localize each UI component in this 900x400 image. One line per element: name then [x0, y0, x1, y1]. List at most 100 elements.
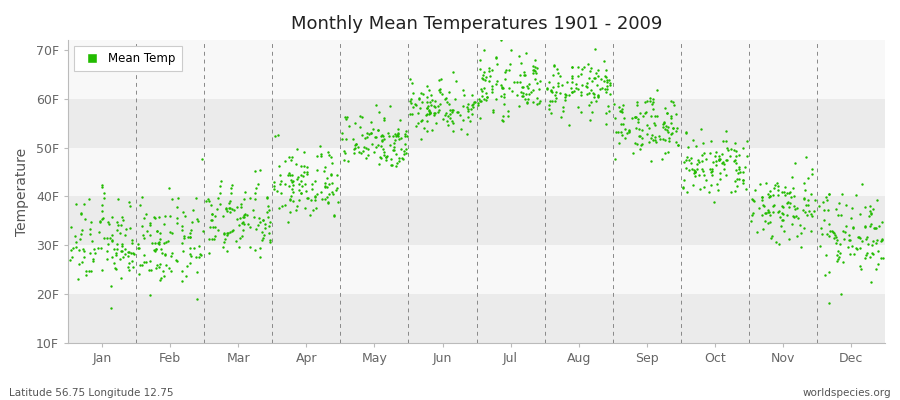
Point	[546, 72, 561, 78]
Point	[495, 84, 509, 90]
Point	[591, 94, 606, 100]
Point	[398, 130, 412, 137]
Point	[282, 154, 296, 160]
Point	[389, 133, 403, 140]
Point	[116, 254, 130, 260]
Point	[376, 136, 391, 142]
Point	[243, 244, 257, 250]
Point	[256, 216, 271, 223]
Point	[422, 108, 436, 114]
Point	[614, 108, 628, 114]
Point	[68, 244, 83, 250]
Point	[625, 114, 639, 121]
Point	[724, 188, 738, 195]
Point	[114, 248, 129, 254]
Point	[875, 219, 889, 226]
Point	[374, 155, 389, 161]
Point	[74, 210, 88, 216]
Point	[832, 200, 846, 206]
Point	[241, 221, 256, 227]
Point	[149, 262, 164, 268]
Point	[521, 96, 535, 103]
Point	[175, 268, 189, 274]
Point	[112, 196, 126, 202]
Point	[93, 229, 107, 236]
Point	[110, 227, 124, 234]
Point	[831, 248, 845, 254]
Point	[72, 261, 86, 267]
Point	[428, 103, 442, 109]
Point	[598, 89, 613, 95]
Point	[526, 66, 541, 73]
Point	[585, 109, 599, 115]
Point	[414, 118, 428, 125]
Point	[703, 166, 717, 172]
Point	[614, 129, 628, 135]
Point	[305, 186, 320, 192]
Point	[609, 129, 624, 136]
Point	[422, 109, 436, 116]
Point	[193, 243, 207, 250]
Point	[215, 213, 230, 219]
Point	[658, 105, 672, 111]
Point	[664, 130, 679, 137]
Point	[647, 113, 662, 120]
Point	[428, 110, 442, 116]
Point	[141, 267, 156, 274]
Point	[516, 90, 530, 96]
Point	[286, 188, 301, 195]
Point	[574, 108, 589, 115]
Point	[801, 197, 815, 203]
Point	[278, 202, 293, 208]
Point	[687, 170, 701, 176]
Point	[530, 80, 544, 86]
Point	[712, 157, 726, 163]
Point	[431, 109, 446, 116]
Point	[501, 84, 516, 91]
Point	[485, 109, 500, 116]
Point	[836, 259, 850, 266]
Point	[645, 106, 660, 112]
Point	[207, 236, 221, 242]
Point	[227, 207, 241, 214]
Point	[526, 98, 541, 105]
Point	[130, 240, 145, 247]
Point	[645, 132, 660, 138]
Point	[715, 150, 729, 157]
Point	[475, 76, 490, 83]
Point	[830, 257, 844, 264]
Point	[832, 254, 847, 260]
Point	[315, 196, 329, 202]
Point	[728, 157, 742, 163]
Point	[634, 142, 648, 148]
Point	[800, 212, 814, 218]
Point	[489, 55, 503, 62]
Point	[658, 125, 672, 132]
Point	[862, 207, 877, 214]
Point	[96, 190, 111, 196]
Point	[858, 223, 872, 230]
Point	[248, 168, 263, 174]
Point	[831, 256, 845, 263]
Point	[645, 137, 660, 143]
Point	[863, 221, 878, 227]
Point	[184, 226, 198, 233]
Point	[583, 65, 598, 72]
Point	[507, 79, 521, 86]
Point	[787, 193, 801, 199]
Point	[210, 206, 224, 212]
Point	[839, 222, 853, 229]
Point	[622, 128, 636, 134]
Point	[140, 228, 154, 234]
Point	[664, 114, 679, 121]
Point	[114, 274, 129, 281]
Point	[758, 210, 772, 216]
Point	[705, 166, 719, 172]
Point	[805, 228, 819, 234]
Point	[512, 52, 526, 59]
Point	[415, 116, 429, 123]
Point	[461, 106, 475, 112]
Point	[628, 140, 643, 146]
Point	[643, 95, 657, 102]
Point	[205, 236, 220, 242]
